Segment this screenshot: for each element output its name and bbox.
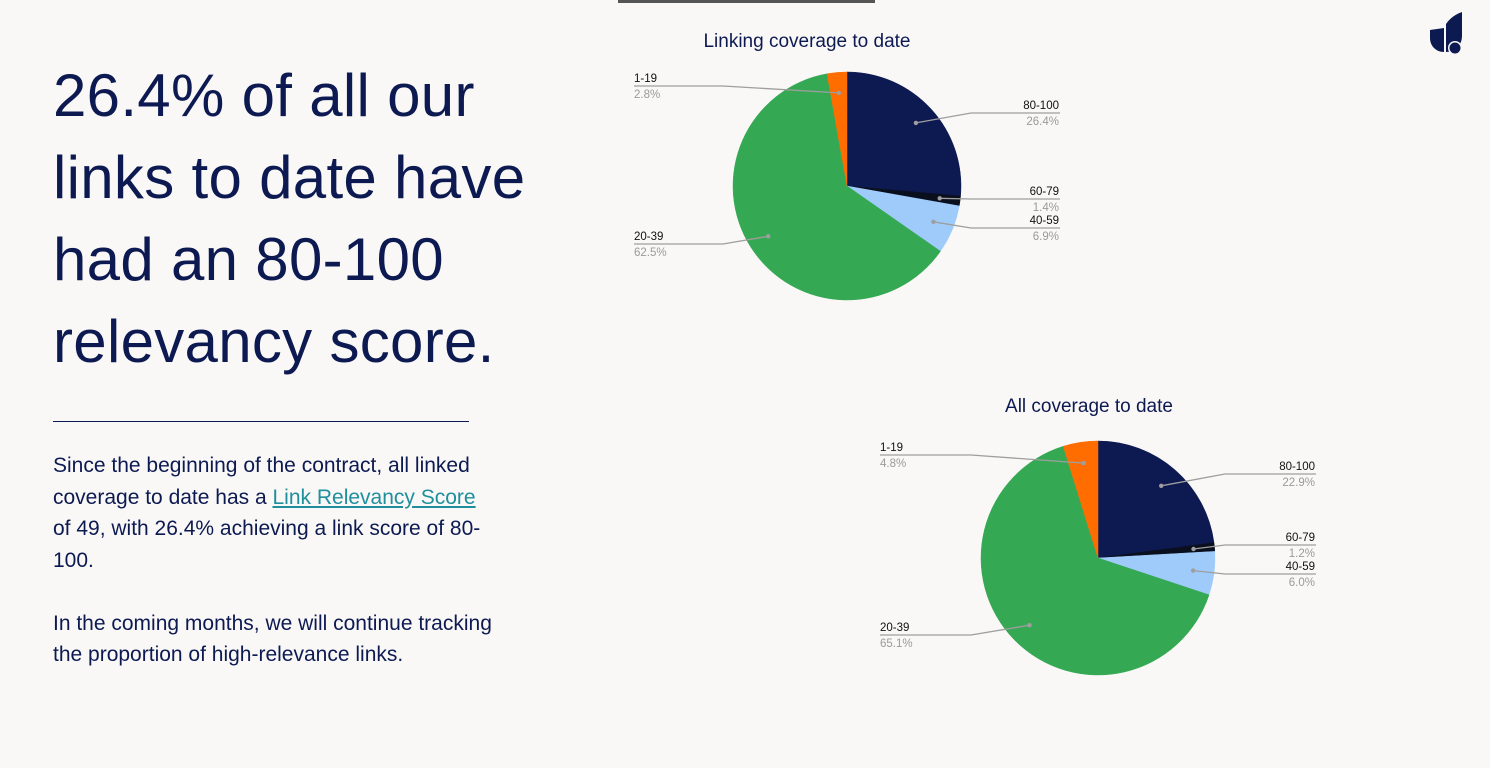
leader-dot	[937, 196, 942, 201]
leader-line	[933, 221, 1060, 229]
slice-value-label: 4.8%	[880, 458, 906, 470]
chart-title: All coverage to date	[1005, 396, 1173, 417]
body-paragraph-1-start: Since the beginning of the contract, all…	[53, 454, 470, 509]
leader-dot	[1027, 623, 1032, 628]
slice-value-label: 62.5%	[634, 247, 667, 259]
leader-line	[634, 85, 839, 94]
leader-dot	[931, 219, 936, 224]
leader-line	[634, 235, 769, 245]
slice-value-label: 2.8%	[634, 89, 660, 101]
slice-label: 60-79	[1286, 532, 1315, 544]
leader-dot	[1190, 568, 1196, 573]
leader-dot	[1081, 460, 1086, 466]
slice-value-label: 26.4%	[1026, 116, 1059, 128]
slice-label: 20-39	[634, 231, 663, 243]
chart-title: Linking coverage to date	[703, 31, 910, 52]
leader-line	[880, 624, 1030, 636]
leader-line	[880, 454, 1084, 464]
slice-value-label: 65.1%	[880, 638, 913, 650]
slice-label: 40-59	[1286, 561, 1315, 573]
slice-value-label: 1.2%	[1289, 548, 1315, 560]
leader-dot	[913, 120, 919, 126]
body-paragraph-1: Since the beginning of the contract, all…	[53, 450, 493, 576]
leader-dot	[836, 90, 841, 96]
body-paragraph-2: In the coming months, we will continue t…	[53, 611, 492, 667]
pie-slice-1-19	[1062, 440, 1099, 559]
divider-line	[53, 421, 469, 422]
headline: 26.4% of all our links to date have had …	[53, 62, 526, 375]
slice-label: 60-79	[1030, 186, 1059, 198]
body-text: Since the beginning of the contract, all…	[53, 450, 493, 702]
link-relevancy-score-link[interactable]: Link Relevancy Score	[272, 485, 476, 509]
leader-line	[939, 197, 1060, 200]
slice-label: 40-59	[1030, 215, 1059, 227]
slice-label: 80-100	[1023, 100, 1059, 112]
body-paragraph-1-end: of 49, with 26.4% achieving a link score…	[53, 517, 481, 572]
pie-slice-80-100	[1097, 440, 1215, 559]
slice-value-label: 6.0%	[1289, 577, 1315, 589]
slice-value-label: 22.9%	[1282, 477, 1315, 489]
slice-value-label: 1.4%	[1033, 202, 1059, 214]
leader-dot	[1191, 546, 1196, 552]
leader-dot	[766, 234, 771, 239]
slice-value-label: 6.9%	[1033, 231, 1059, 243]
pie-chart-1: Linking coverage to date 80-100 26.4% 60-79…	[634, 31, 1060, 301]
pie-chart-2: All coverage to date 80-100 22.9% 60-79 1.2%…	[880, 396, 1316, 676]
leader-dot	[1159, 483, 1164, 488]
pie-slice-80-100	[846, 71, 962, 197]
top-edge-bar	[618, 0, 875, 3]
slice-label: 20-39	[880, 622, 909, 634]
slice-label: 80-100	[1279, 461, 1315, 473]
leaf-logo-icon	[1430, 12, 1462, 55]
leader-line	[915, 112, 1060, 124]
pie-slice-20-39	[732, 73, 941, 301]
leader-line	[1193, 544, 1316, 550]
leader-line	[1161, 473, 1316, 487]
pie-slice-1-19	[826, 71, 848, 187]
slice-label: 1-19	[880, 442, 903, 454]
pie-slice-20-39	[980, 445, 1210, 676]
leader-line	[1193, 569, 1316, 575]
slice-label: 1-19	[634, 73, 657, 85]
